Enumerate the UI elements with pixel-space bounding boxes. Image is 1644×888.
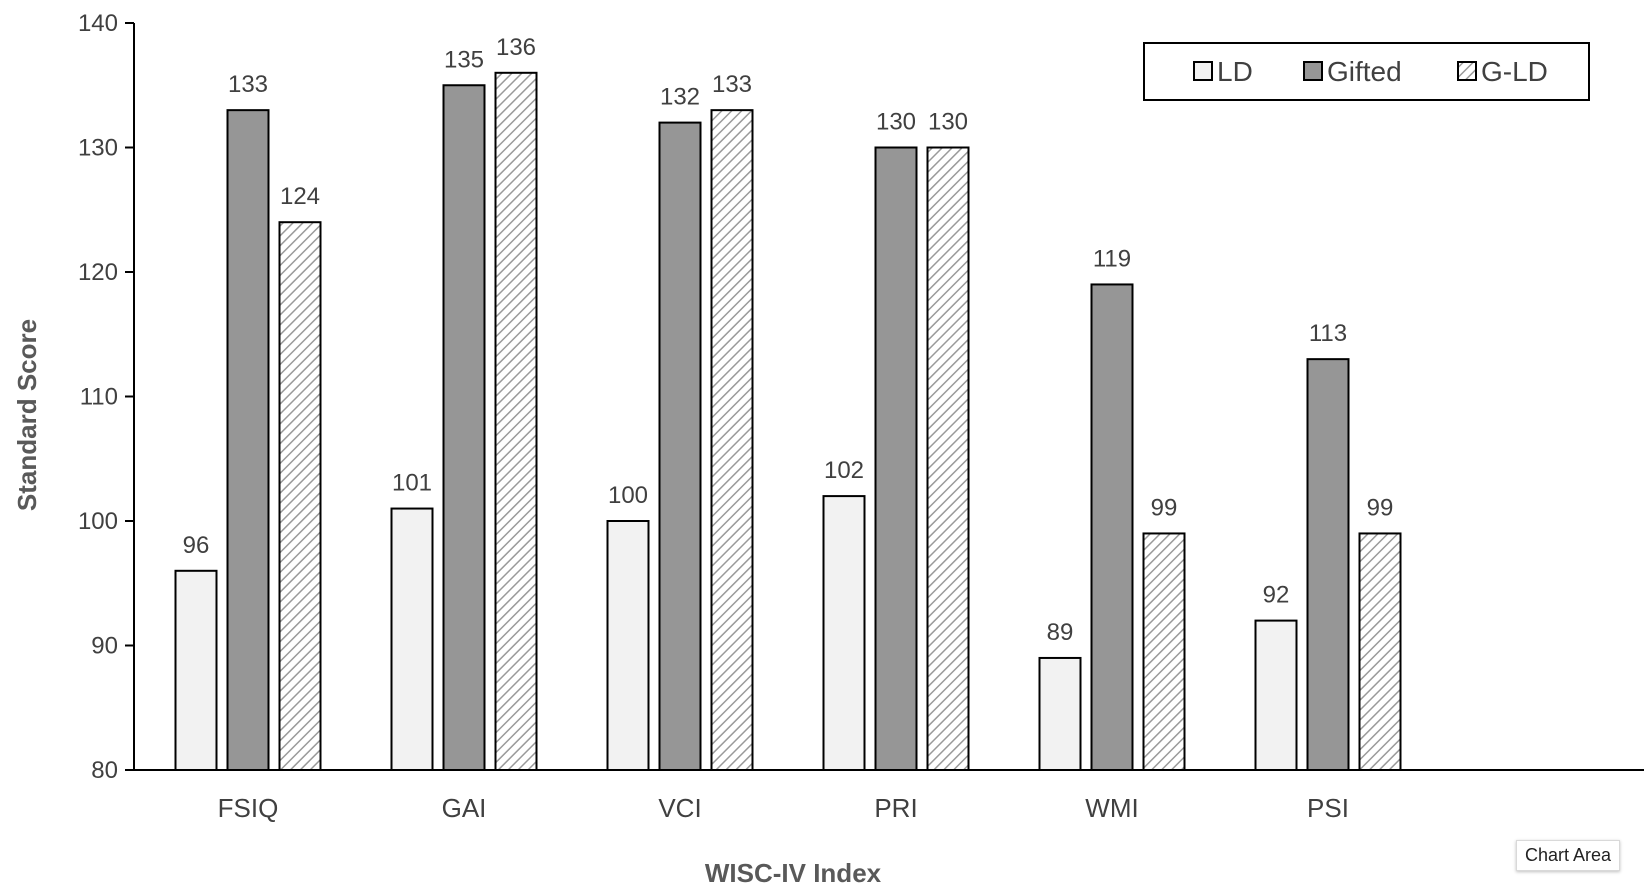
x-tick-label-psi: PSI — [1307, 793, 1349, 823]
legend-swatch-ld — [1193, 61, 1213, 81]
data-label: 132 — [660, 84, 700, 111]
bar-g-ld-fsiq[interactable] — [278, 221, 322, 771]
data-label: 99 — [1151, 494, 1178, 521]
data-label: 130 — [876, 109, 916, 136]
data-label: 130 — [928, 109, 968, 136]
x-axis-title: WISC-IV Index — [705, 858, 882, 888]
legend-box — [1143, 42, 1590, 101]
legend-swatch-g-ld — [1457, 61, 1477, 81]
y-tick-label: 110 — [80, 384, 118, 411]
bar-gifted-psi[interactable] — [1306, 358, 1350, 771]
data-label: 133 — [228, 71, 268, 98]
y-axis-title: Standard Score — [12, 319, 42, 511]
legend-label-ld: LD — [1217, 56, 1253, 87]
x-tick-label-vci: VCI — [658, 793, 701, 823]
data-label: 133 — [712, 71, 752, 98]
y-tick-label: 100 — [78, 508, 118, 535]
x-tick-label-gai: GAI — [442, 793, 487, 823]
data-label: 96 — [183, 532, 210, 559]
y-tick-label: 80 — [91, 757, 118, 784]
y-tick-label: 130 — [78, 135, 118, 162]
data-label: 89 — [1047, 619, 1074, 646]
legend-label-g-ld: G-LD — [1481, 56, 1548, 87]
bar-g-ld-psi[interactable] — [1358, 532, 1402, 772]
data-labels: 96 133 124 101 135 136 100 132 133 102 130 130 89 119… — [183, 34, 1394, 646]
data-label: 99 — [1367, 494, 1394, 521]
data-label: 136 — [496, 34, 536, 61]
bar-gifted-vci[interactable] — [658, 121, 702, 772]
chart-area-tooltip: Chart Area — [1516, 840, 1621, 871]
bar-g-ld-pri[interactable] — [926, 146, 970, 771]
bar-g-ld-vci[interactable] — [710, 109, 754, 771]
bar-gifted-fsiq[interactable] — [226, 109, 270, 771]
data-label: 102 — [824, 457, 864, 484]
bar-ld-pri[interactable] — [822, 495, 866, 771]
bar-g-ld-wmi[interactable] — [1142, 532, 1186, 772]
x-tick-label-fsiq: FSIQ — [218, 793, 279, 823]
bar-g-ld-gai[interactable] — [494, 71, 538, 772]
x-tick-label-pri: PRI — [874, 793, 917, 823]
bars — [174, 71, 1402, 772]
y-tick-label: 140 — [78, 10, 118, 37]
bar-ld-psi[interactable] — [1254, 619, 1298, 771]
legend-swatch-gifted — [1303, 61, 1323, 81]
data-label: 135 — [444, 46, 484, 73]
y-tick-label: 90 — [91, 633, 118, 660]
data-label: 92 — [1263, 582, 1290, 609]
bar-ld-wmi[interactable] — [1038, 656, 1082, 772]
bar-ld-vci[interactable] — [606, 520, 650, 771]
legend-label-gifted: Gifted — [1327, 56, 1402, 87]
bar-ld-gai[interactable] — [390, 507, 434, 771]
bar-ld-fsiq[interactable] — [174, 569, 218, 771]
data-label: 101 — [392, 470, 432, 497]
x-axis: FSIQ GAI VCI PRI WMI PSI — [134, 769, 1644, 823]
legend: LD Gifted G-LD — [1143, 42, 1590, 101]
bar-gifted-pri[interactable] — [874, 146, 918, 771]
data-label: 124 — [280, 183, 320, 210]
data-label: 119 — [1093, 245, 1131, 272]
data-label: 100 — [608, 482, 648, 509]
data-label: 113 — [1309, 320, 1347, 347]
bar-gifted-wmi[interactable] — [1090, 283, 1134, 771]
y-axis: 80 90 100 110 120 130 140 — [78, 10, 135, 784]
y-tick-label: 120 — [78, 259, 118, 286]
bar-gifted-gai[interactable] — [442, 84, 486, 771]
x-tick-label-wmi: WMI — [1085, 793, 1138, 823]
